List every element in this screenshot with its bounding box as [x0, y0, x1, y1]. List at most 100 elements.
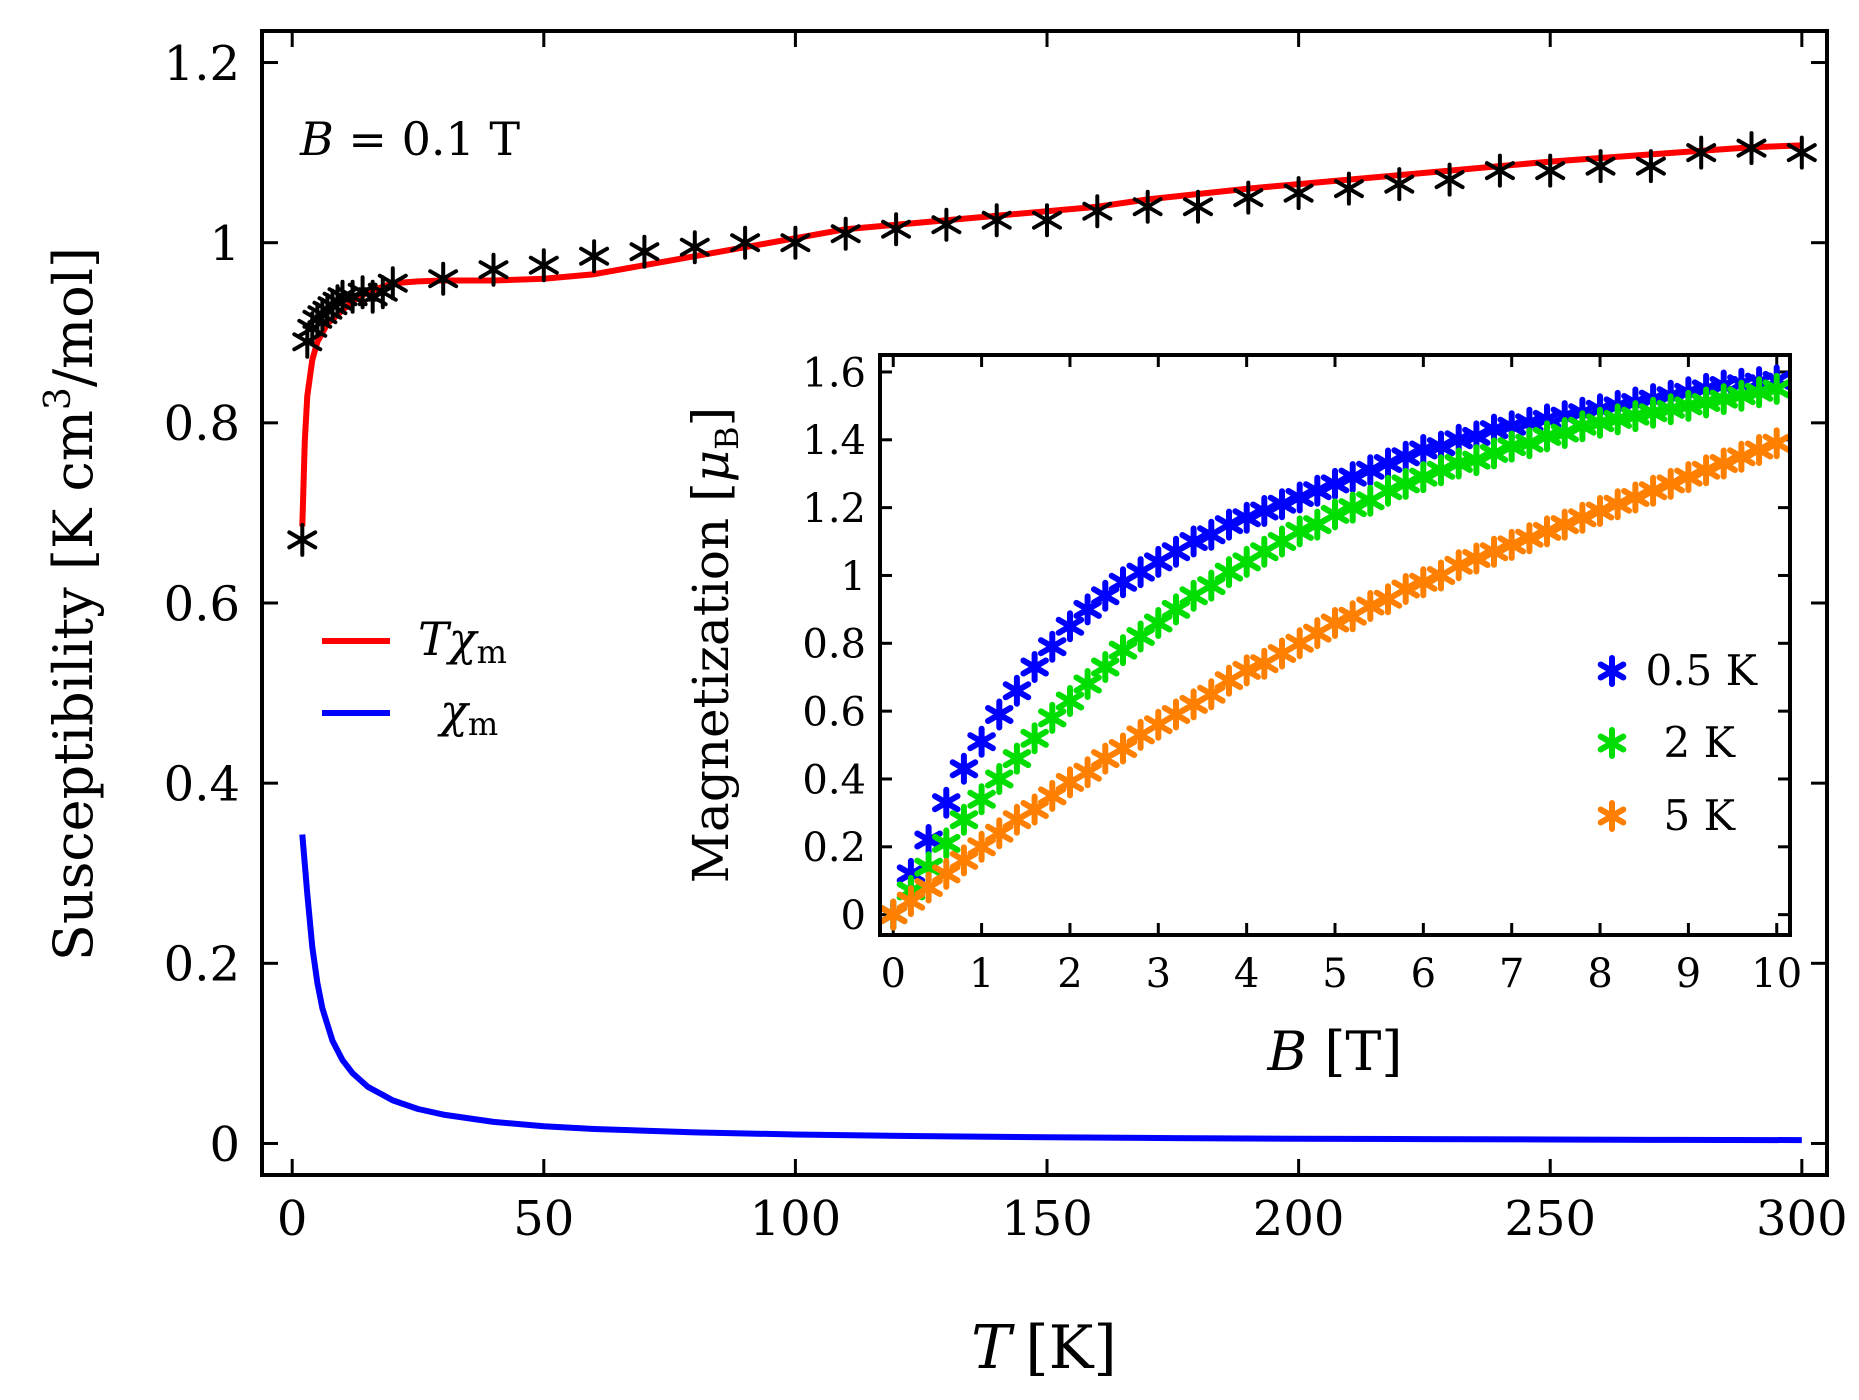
inset-x-tick-label-0: 0 [881, 951, 906, 997]
inset-point-s2-50 [1762, 372, 1791, 405]
inset-y-tick-label-0-4: 0.4 [802, 757, 866, 803]
inset-legend-label-2k: 2 K [1664, 718, 1737, 767]
main-y-axis-title-pre: Susceptibility [K cm [42, 410, 105, 961]
annotation-value: = 0.1 T [334, 112, 521, 166]
inset-point-s2-6 [985, 763, 1014, 795]
inset-background [880, 355, 1790, 935]
inset-plot-area [879, 364, 1791, 931]
inset-y-axis-title-var: μ [682, 450, 740, 483]
main-point-data-33 [1384, 167, 1415, 202]
inset-point-s5-29 [1391, 573, 1420, 605]
inset-x-tick-label-4: 4 [1234, 951, 1259, 997]
inset-y-axis-title-pre: Magnetization [ [682, 482, 740, 883]
main-point-data-26 [1032, 203, 1062, 238]
main-point-data-24 [931, 207, 962, 242]
main-x-axis-title: T [K] [971, 1313, 1117, 1383]
main-legend: Tχm χm [322, 612, 507, 743]
inset-x-tick-label-3: 3 [1146, 951, 1171, 997]
inset-legend: 0.5 K 2 K 5 K [1597, 646, 1759, 840]
main-point-data-27 [1082, 194, 1113, 229]
inset-point-s5-41 [1603, 488, 1632, 521]
inset-y-axis-title-post: ] [682, 407, 740, 427]
main-points-data [287, 131, 1817, 557]
main-y-axis-title-post: /mol] [42, 247, 105, 387]
inset-point-s2-8 [1020, 722, 1049, 755]
inset-x-tick-label-9: 9 [1676, 951, 1701, 997]
inset-x-axis-variable: B [1266, 1020, 1307, 1083]
inset-y-axis-title: Magnetization [μB] [682, 407, 746, 883]
inset-point-s2-12 [1091, 651, 1120, 683]
inset-point-s5-47 [1709, 447, 1738, 480]
main-point-data-39 [1686, 135, 1717, 170]
main-point-data-28 [1132, 189, 1163, 224]
inset-y-tick-label-1-6: 1.6 [802, 350, 866, 396]
main-y-tick-label-0-2: 0.2 [164, 937, 240, 993]
main-y-tick-label-1: 1 [209, 216, 240, 272]
main-point-data-25 [981, 203, 1012, 238]
main-point-data-32 [1334, 171, 1364, 206]
main-point-data-23 [881, 212, 911, 247]
inset-point-s05-4 [949, 752, 979, 785]
inset-point-s2-7 [1002, 742, 1032, 775]
inset-point-s05-22 [1267, 488, 1297, 521]
inset-y-tick-label-0-6: 0.6 [802, 690, 866, 736]
legend-label-chi-sub: m [468, 705, 498, 743]
inset-point-s05-9 [1038, 630, 1067, 663]
inset-legend-marker-s5 [1597, 800, 1627, 832]
inset-point-s05-3 [932, 786, 961, 819]
main-point-data-38 [1635, 149, 1666, 184]
inset-point-s05-17 [1179, 525, 1208, 558]
inset-x-axis-unit: [T] [1307, 1020, 1402, 1083]
inset-x-tick-label-1: 1 [969, 951, 994, 997]
main-point-data-14 [428, 261, 459, 296]
main-point-data-17 [579, 239, 610, 274]
legend-label-chi-main: χ [437, 684, 471, 738]
inset-y-tick-label-0: 0 [841, 893, 866, 939]
inset-x-tick-label-5: 5 [1322, 951, 1347, 997]
inset-x-tick-label-8: 8 [1587, 951, 1612, 997]
main-point-data-37 [1585, 149, 1616, 184]
inset-point-s2-3 [932, 827, 961, 860]
main-x-tick-label-100: 100 [750, 1191, 842, 1247]
main-y-tick-label-1-2: 1.2 [164, 36, 240, 92]
main-x-tick-label-0: 0 [277, 1191, 308, 1247]
legend-label-tchi: Tχm [418, 612, 507, 671]
inset-point-s2-33 [1462, 444, 1491, 477]
inset-point-s05-6 [985, 698, 1014, 731]
main-point-data-21 [780, 225, 811, 260]
inset-x-tick-label-6: 6 [1411, 951, 1436, 997]
main-point-data-0 [287, 522, 318, 557]
main-y-tick-label-0-4: 0.4 [164, 756, 240, 812]
main-point-data-36 [1535, 153, 1566, 188]
inset-y-tick-label-1: 1 [841, 554, 866, 600]
main-point-data-22 [830, 216, 861, 251]
inset-point-s2-9 [1038, 701, 1067, 734]
main-point-data-15 [478, 252, 509, 287]
inset-tick-labels: 0 1 2 3 4 5 6 7 8 9 10 0 0.2 0.4 0.6 0.8 1 1.2 1.4 1.6 [802, 350, 1802, 997]
main-point-data-40 [1736, 131, 1767, 166]
legend-label-chi: χm [437, 684, 498, 743]
inset-point-s05-10 [1055, 610, 1085, 643]
main-plot-area [287, 131, 1817, 1144]
main-x-tick-label-250: 250 [1504, 1191, 1596, 1247]
main-y-tick-label-0: 0 [209, 1117, 240, 1173]
inset-legend-label-5k: 5 K [1664, 791, 1737, 840]
main-point-data-19 [679, 230, 710, 265]
main-point-data-34 [1434, 162, 1465, 197]
main-point-data-13 [377, 266, 408, 301]
main-point-data-29 [1183, 189, 1213, 224]
inset-points-s5 [879, 427, 1791, 931]
main-axes-frame [260, 29, 1829, 1177]
inset-y-tick-label-0-8: 0.8 [802, 622, 866, 668]
inset-point-s5-50 [1762, 427, 1791, 460]
inset-x-tick-label-10: 10 [1751, 951, 1802, 997]
main-point-data-41 [1786, 135, 1817, 170]
inset-legend-marker-s2 [1597, 727, 1627, 759]
main-x-tick-label-50: 50 [513, 1191, 574, 1247]
inset-point-s05-28 [1373, 447, 1403, 480]
main-y-tick-label-0-8: 0.8 [164, 396, 240, 452]
main-x-axis-unit: [K] [1025, 1313, 1117, 1383]
inset-axes-frame [878, 353, 1792, 937]
